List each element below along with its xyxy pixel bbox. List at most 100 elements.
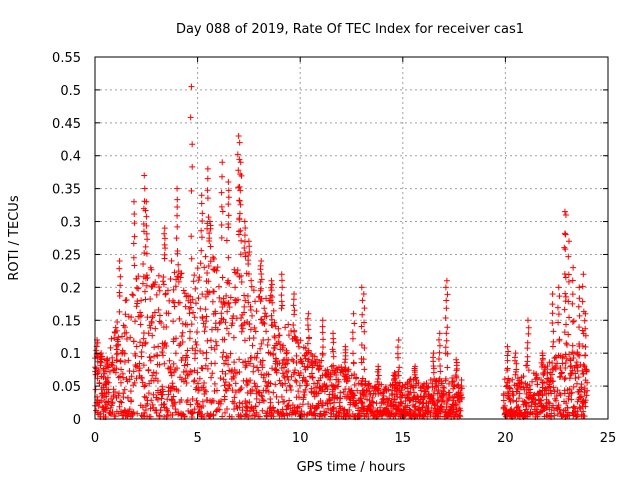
data-point [349, 329, 356, 336]
data-point [391, 377, 398, 384]
data-point [302, 345, 309, 352]
data-point [538, 397, 545, 404]
data-point [121, 324, 128, 331]
data-point [317, 363, 324, 370]
data-point [257, 266, 264, 273]
data-point [565, 331, 572, 338]
data-point [258, 271, 265, 278]
data-point [238, 237, 245, 244]
data-point [456, 412, 463, 419]
data-point [194, 265, 201, 272]
data-point [568, 396, 575, 403]
data-point [191, 314, 198, 321]
data-point [208, 399, 215, 406]
data-point [225, 361, 232, 368]
data-point [401, 403, 408, 410]
data-point [161, 225, 168, 232]
data-point [180, 287, 187, 294]
data-point [439, 394, 446, 401]
data-point [576, 324, 583, 331]
data-point [119, 347, 126, 354]
data-point [149, 313, 156, 320]
data-point [505, 375, 512, 382]
data-point [581, 317, 588, 324]
data-point [451, 383, 458, 390]
data-point [130, 254, 137, 261]
data-point [352, 375, 359, 382]
data-point [191, 272, 198, 279]
data-point [161, 235, 168, 242]
data-point [231, 406, 238, 413]
data-point [117, 379, 124, 386]
data-point [453, 367, 460, 374]
data-point [299, 360, 306, 367]
data-point [198, 413, 205, 420]
data-point [281, 364, 288, 371]
data-point [110, 393, 117, 400]
data-point [119, 370, 126, 377]
data-point [237, 251, 244, 258]
data-point [105, 389, 112, 396]
data-point [503, 383, 510, 390]
data-point [222, 409, 229, 416]
data-point [231, 394, 238, 401]
data-point [237, 227, 244, 234]
y-tick-label: 0.55 [52, 51, 81, 66]
data-point [225, 194, 232, 201]
data-point [154, 352, 161, 359]
data-point [373, 400, 380, 407]
data-point [273, 369, 280, 376]
data-point [142, 243, 149, 250]
data-point [415, 379, 422, 386]
data-point [195, 295, 202, 302]
data-point [278, 292, 285, 299]
data-point [374, 386, 381, 393]
data-point [123, 329, 130, 336]
data-point [458, 396, 465, 403]
data-point [188, 321, 195, 328]
data-point [566, 238, 573, 245]
data-point [207, 337, 214, 344]
data-point [246, 320, 253, 327]
y-tick-label: 0.05 [52, 380, 81, 395]
data-point [291, 328, 298, 335]
data-point [435, 336, 442, 343]
data-point [248, 277, 255, 284]
data-point [554, 360, 561, 367]
data-point [258, 340, 265, 347]
data-point [162, 290, 169, 297]
data-point [575, 351, 582, 358]
data-point [358, 399, 365, 406]
data-point [509, 376, 516, 383]
data-point [504, 357, 511, 364]
data-point [166, 357, 173, 364]
data-point [290, 296, 297, 303]
data-point [117, 398, 124, 405]
data-point [207, 258, 214, 265]
data-point [305, 310, 312, 317]
data-point [222, 319, 229, 326]
data-point [330, 353, 337, 360]
data-point [283, 350, 290, 357]
data-point [253, 308, 260, 315]
data-point [380, 393, 387, 400]
data-point [270, 413, 277, 420]
data-point [178, 270, 185, 277]
data-point [285, 368, 292, 375]
data-point [145, 367, 152, 374]
data-point [364, 396, 371, 403]
data-point [443, 400, 450, 407]
data-point [159, 349, 166, 356]
data-point [206, 230, 213, 237]
data-point [286, 382, 293, 389]
data-point [504, 343, 511, 350]
data-point [251, 324, 258, 331]
data-point [134, 300, 141, 307]
x-tick-label: 0 [91, 431, 99, 446]
data-point [236, 387, 243, 394]
data-point [545, 399, 552, 406]
data-point [261, 305, 268, 312]
data-point [245, 261, 252, 268]
data-point [324, 386, 331, 393]
